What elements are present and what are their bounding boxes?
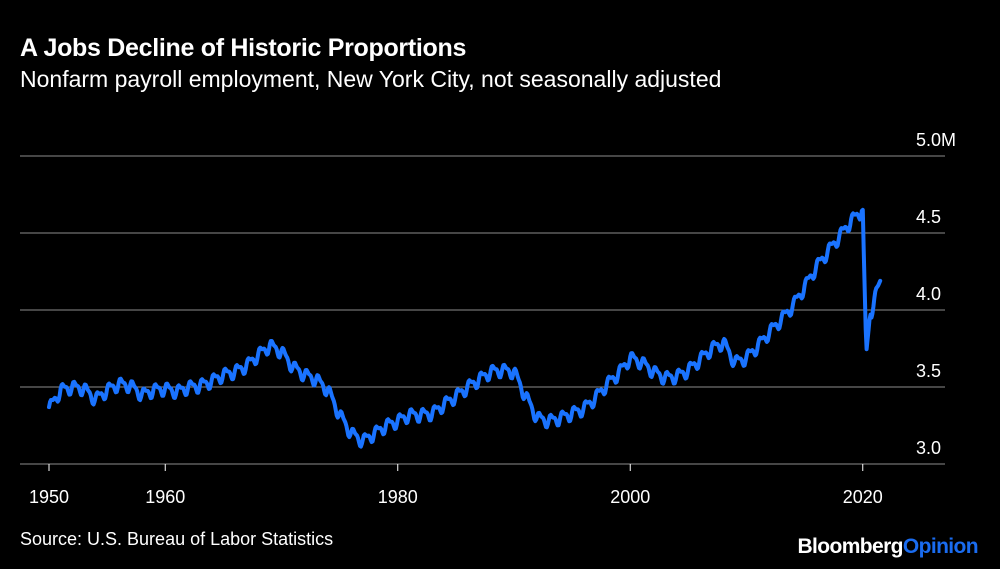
chart-subtitle: Nonfarm payroll employment, New York Cit…: [20, 66, 722, 92]
brand-logo: BloombergOpinion: [797, 535, 978, 559]
series-line: [47, 207, 883, 449]
y-tick-label: 4.0: [916, 284, 941, 304]
x-tick-label: 2020: [843, 487, 883, 507]
source-note: Source: U.S. Bureau of Labor Statistics: [20, 529, 334, 549]
brand-logo-secondary: Opinion: [902, 535, 979, 558]
x-tick-label: 1950: [29, 487, 69, 507]
brand-logo-primary: Bloomberg: [797, 535, 903, 558]
x-tick-label: 2000: [610, 487, 650, 507]
x-tick-label: 1980: [378, 487, 418, 507]
y-tick-label: 4.5: [916, 207, 941, 227]
chart-title: A Jobs Decline of Historic Proportions: [20, 34, 467, 62]
tick-labels: 3.0 3.5 4.0 4.5 5.0M 1950 1960 1980 2000 2020: [29, 130, 956, 507]
series-line-layer: [47, 207, 883, 449]
y-tick-label: 3.0: [916, 438, 941, 458]
y-tick-label: 3.5: [916, 361, 941, 381]
gridlines: [20, 155, 945, 471]
x-tick-label: 1960: [145, 487, 185, 507]
y-tick-label: 5.0M: [916, 130, 956, 150]
